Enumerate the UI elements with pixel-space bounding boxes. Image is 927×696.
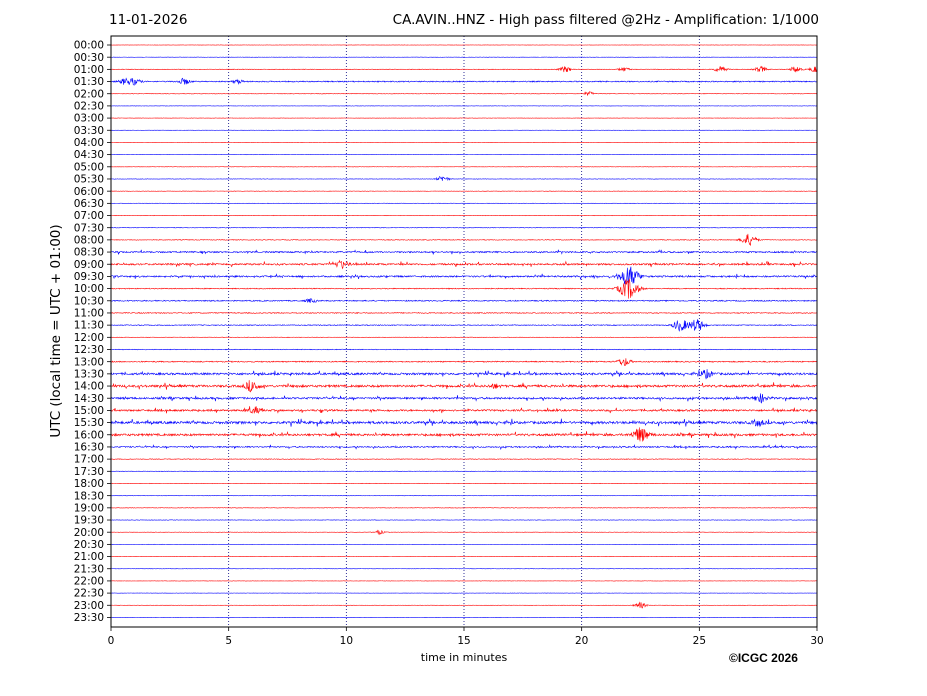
grid-layer — [228, 36, 700, 627]
trace-1030 — [110, 297, 818, 303]
x-tick-label: 15 — [457, 635, 470, 647]
y-tick-label: 18:00 — [74, 478, 104, 490]
y-tick-label: 12:30 — [74, 344, 104, 356]
y-tick-label: 03:30 — [74, 125, 104, 137]
y-tick-label: 03:00 — [74, 113, 104, 125]
y-tick-label: 20:00 — [74, 527, 104, 539]
trace-1130 — [110, 319, 818, 332]
y-tick-label: 05:30 — [74, 174, 104, 186]
y-tick-label: 17:00 — [74, 454, 104, 466]
y-ticks: 00:0000:3001:0001:3002:0002:3003:0003:30… — [74, 40, 111, 624]
x-tick-label: 25 — [693, 635, 706, 647]
trace-0530 — [110, 176, 818, 182]
y-tick-label: 11:00 — [74, 308, 104, 320]
trace-0730 — [110, 227, 818, 229]
trace-1600 — [110, 427, 818, 442]
y-tick-label: 12:00 — [74, 332, 104, 344]
y-tick-label: 11:30 — [74, 320, 104, 332]
y-tick-label: 23:30 — [74, 612, 104, 624]
plot-background — [111, 36, 817, 627]
x-tick-label: 5 — [225, 635, 232, 647]
y-tick-label: 21:30 — [74, 563, 104, 575]
y-tick-label: 10:00 — [74, 283, 104, 295]
y-tick-label: 00:30 — [74, 52, 104, 64]
y-tick-label: 05:00 — [74, 161, 104, 173]
date-label: 11-01-2026 — [109, 12, 188, 28]
y-tick-label: 00:00 — [74, 40, 104, 52]
y-tick-label: 16:30 — [74, 442, 104, 454]
y-tick-label: 21:00 — [74, 551, 104, 563]
y-tick-label: 19:30 — [74, 515, 104, 527]
x-tick-label: 10 — [340, 635, 353, 647]
trace-1300 — [110, 358, 818, 367]
y-tick-label: 23:00 — [74, 600, 104, 612]
y-tick-label: 22:30 — [74, 588, 104, 600]
trace-0130 — [110, 77, 818, 86]
trace-0100 — [110, 65, 818, 73]
x-ticks: 0 5 10 15 20 25 30 — [108, 627, 824, 647]
y-tick-label: 14:30 — [74, 393, 104, 405]
y-tick-label: 17:30 — [74, 466, 104, 478]
y-tick-label: 02:00 — [74, 88, 104, 100]
y-tick-label: 22:00 — [74, 576, 104, 588]
y-tick-label: 18:30 — [74, 490, 104, 502]
y-tick-label: 19:00 — [74, 502, 104, 514]
trace-1700 — [110, 458, 818, 460]
trace-1530 — [110, 418, 818, 428]
trace-1000 — [110, 278, 818, 299]
y-tick-label: 07:30 — [74, 222, 104, 234]
copyright-label: ©ICGC 2026 — [729, 651, 798, 665]
x-tick-label: 0 — [108, 635, 115, 647]
trace-1400 — [110, 380, 818, 393]
trace-0830 — [110, 249, 818, 255]
x-tick-label: 20 — [575, 635, 588, 647]
y-tick-label: 09:00 — [74, 259, 104, 271]
y-axis-label: UTC (local time = UTC + 01:00) — [48, 224, 64, 438]
y-tick-label: 04:00 — [74, 137, 104, 149]
x-axis-label: time in minutes — [420, 651, 508, 664]
y-tick-label: 07:00 — [74, 210, 104, 222]
trace-1230 — [110, 348, 818, 351]
y-tick-label: 13:30 — [74, 368, 104, 380]
plot-frame — [110, 35, 818, 628]
y-tick-label: 01:00 — [74, 64, 104, 76]
y-tick-label: 06:00 — [74, 186, 104, 198]
trace-2000 — [110, 529, 818, 536]
trace-0800 — [110, 233, 818, 246]
trace-2300 — [110, 601, 818, 609]
y-tick-label: 09:30 — [74, 271, 104, 283]
trace-1330 — [110, 369, 818, 380]
y-tick-label: 15:30 — [74, 417, 104, 429]
trace-0900 — [110, 259, 818, 270]
y-tick-label: 13:00 — [74, 356, 104, 368]
y-tick-label: 01:30 — [74, 76, 104, 88]
chart-title: CA.AVIN..HNZ - High pass filtered @2Hz -… — [392, 12, 819, 28]
y-tick-label: 10:30 — [74, 295, 104, 307]
trace-1100 — [110, 312, 818, 314]
trace-layer — [110, 44, 818, 618]
trace-0200 — [110, 91, 818, 96]
y-tick-label: 14:00 — [74, 381, 104, 393]
trace-1430 — [110, 393, 818, 404]
trace-1630 — [110, 444, 818, 451]
y-tick-label: 04:30 — [74, 149, 104, 161]
y-tick-label: 02:30 — [74, 101, 104, 113]
y-tick-label: 20:30 — [74, 539, 104, 551]
y-tick-label: 16:00 — [74, 429, 104, 441]
trace-0930 — [110, 266, 818, 285]
y-tick-label: 08:00 — [74, 234, 104, 246]
trace-1500 — [110, 406, 818, 415]
y-tick-label: 15:00 — [74, 405, 104, 417]
y-tick-label: 06:30 — [74, 198, 104, 210]
x-tick-label: 30 — [810, 635, 823, 647]
y-tick-label: 08:30 — [74, 247, 104, 259]
